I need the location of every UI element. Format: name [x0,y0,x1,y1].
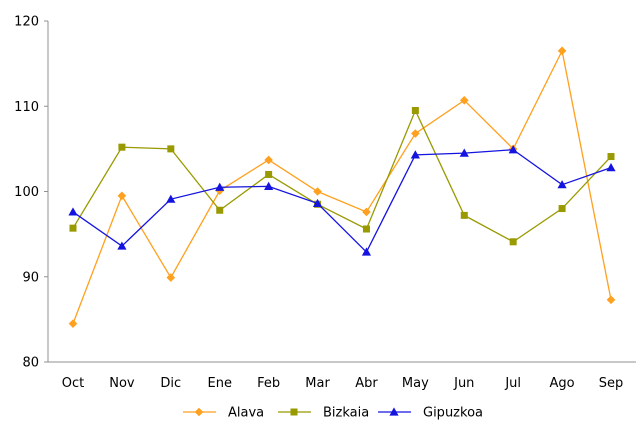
square-marker-icon [167,145,175,153]
triangle-marker-icon [459,148,469,157]
diamond-marker-icon [117,191,127,201]
square-marker-icon [265,170,273,178]
square-marker-icon [216,206,224,214]
legend-item-alava: Alava [183,406,264,421]
series-alava [68,46,616,328]
x-axis-tick-label: Nov [109,376,135,391]
square-marker-icon [607,153,615,161]
legend-item-bizkaia: Bizkaia [278,406,369,421]
x-axis-tick-label: May [402,376,429,391]
x-axis-tick-label: Ago [550,376,575,391]
x-axis-tick-label: Oct [62,376,84,391]
x-axis-tick-label: Dic [160,376,181,391]
square-marker-icon [509,238,517,246]
legend-label: Alava [228,406,264,421]
legend-item-gipuzkoa: Gipuzkoa [378,406,483,421]
triangle-marker-icon [264,181,274,190]
square-marker-icon [69,224,77,232]
diamond-marker-icon [557,46,567,56]
diamond-marker-icon [264,155,273,165]
square-marker-icon [558,205,566,213]
triangle-marker-icon [68,207,78,216]
diamond-marker-icon [68,319,78,328]
diamond-marker-icon [313,187,322,196]
series-gipuzkoa [68,145,616,256]
triangle-marker-icon [508,145,518,154]
diamond-marker-icon [459,95,469,105]
triangle-marker-icon [361,247,372,256]
x-axis-tick-label: Abr [355,376,378,391]
triangle-marker-icon [389,407,399,416]
triangle-marker-icon [215,182,225,191]
x-axis-tick-label: Sep [599,376,624,391]
x-axis-tick-label: Feb [257,376,280,391]
legend-label: Gipuzkoa [423,406,483,421]
square-marker-icon [118,143,126,151]
square-marker-icon [362,225,370,233]
y-axis-tick-label: 120 [14,15,39,30]
triangle-marker-icon [410,150,420,159]
x-axis-tick-label: Jul [504,376,521,391]
square-marker-icon [411,107,419,115]
triangle-marker-icon [557,180,567,189]
triangle-marker-icon [606,163,616,172]
diamond-marker-icon [362,207,371,217]
series-line [72,48,612,324]
series-bizkaia [69,107,615,246]
triangle-marker-icon [117,241,127,250]
y-axis-tick-label: 100 [14,185,39,200]
series-line [72,108,612,243]
triangle-marker-icon [166,194,176,203]
diamond-marker-icon [166,273,176,282]
diamond-marker-icon [194,407,204,417]
triangle-marker-icon [312,198,323,208]
y-axis-tick-label: 90 [22,270,39,285]
series-line [72,149,612,254]
diamond-marker-icon [411,129,420,138]
x-axis-tick-label: Jun [453,376,474,391]
square-marker-icon [290,408,298,416]
x-axis-tick-label: Ene [208,376,232,391]
x-axis-tick-label: Mar [305,376,330,391]
diamond-marker-icon [606,295,616,305]
y-axis-tick-label: 80 [22,356,39,371]
square-marker-icon [460,211,468,219]
y-axis-tick-label: 110 [14,100,39,115]
legend-label: Bizkaia [323,406,369,421]
